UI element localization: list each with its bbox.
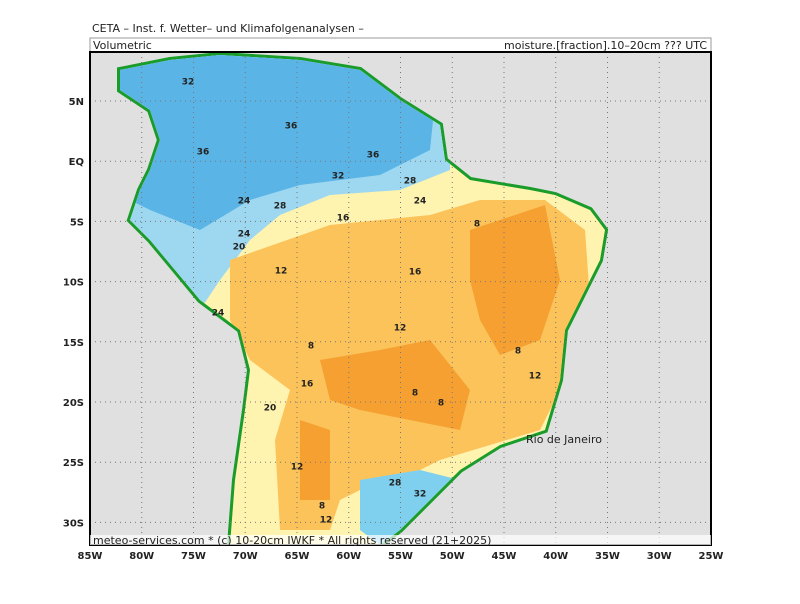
contour-label: 24: [238, 197, 251, 207]
contour-label: 24: [414, 197, 427, 207]
contour-label: 12: [394, 324, 407, 334]
contour-label: 24: [212, 309, 225, 319]
lat-label: EQ: [69, 157, 84, 168]
header-right: moisture.[fraction].10–20cm ??? UTC: [504, 39, 707, 52]
contour-label: 8: [438, 399, 444, 409]
contour-label: 12: [291, 463, 304, 473]
moisture-dry: [320, 340, 470, 430]
contour-label: 36: [197, 148, 210, 158]
moisture-dry: [300, 420, 330, 500]
lon-label: 65W: [285, 551, 310, 562]
grid: [89, 52, 712, 545]
contour-label: 16: [301, 380, 314, 390]
contour-label: 28: [404, 177, 417, 187]
contour-label: 8: [319, 502, 325, 512]
lat-label: 5S: [70, 217, 84, 228]
contour-label: 20: [233, 243, 246, 253]
lon-label: 85W: [78, 551, 103, 562]
contour-label: 32: [182, 78, 195, 88]
contour-label: 8: [515, 347, 521, 357]
lat-label: 25S: [63, 458, 84, 469]
contour-label: 28: [274, 202, 287, 212]
contour-label: 16: [409, 268, 422, 278]
contour-label: 24: [238, 230, 251, 240]
contour-label: 36: [285, 122, 298, 132]
footer: meteo-services.com * (c) 10-20cm IWKF * …: [93, 534, 491, 547]
lat-label: 10S: [63, 278, 84, 289]
lon-label: 55W: [388, 551, 413, 562]
contour-label: 16: [337, 214, 350, 224]
moisture-very-high: [120, 55, 440, 230]
lon-label: 35W: [595, 551, 620, 562]
lon-label: 30W: [647, 551, 672, 562]
lat-label: 15S: [63, 338, 84, 349]
header-title: CETA – Inst. f. Wetter– und Klimafolgena…: [92, 22, 364, 35]
contour-label: 8: [308, 342, 314, 352]
lon-label: 50W: [440, 551, 465, 562]
lon-label: 45W: [492, 551, 517, 562]
contour-label: 36: [367, 151, 380, 161]
lat-label: 5N: [69, 97, 84, 108]
contour-label: 8: [474, 220, 480, 230]
lon-label: 25W: [699, 551, 724, 562]
lon-label: 70W: [233, 551, 258, 562]
contour-label: 32: [414, 490, 427, 500]
contour-label: 12: [529, 372, 542, 382]
contour-label: 12: [320, 516, 333, 526]
lon-label: 60W: [336, 551, 361, 562]
contour-label: 12: [275, 267, 288, 277]
land-layer: [90, 52, 711, 545]
city-label: Rio de Janeiro: [526, 433, 602, 446]
lon-label: 40W: [543, 551, 568, 562]
footer-bar: [90, 535, 711, 545]
lon-label: 80W: [129, 551, 154, 562]
contour-label: 32: [332, 172, 345, 182]
lat-label: 30S: [63, 518, 84, 529]
moisture-dry: [470, 205, 560, 355]
contour-label: 28: [389, 479, 402, 489]
lon-label: 75W: [181, 551, 206, 562]
contour-label: 20: [264, 404, 277, 414]
header-left: Volumetric: [93, 39, 152, 52]
lat-label: 20S: [63, 398, 84, 409]
contour-label: 8: [412, 389, 418, 399]
